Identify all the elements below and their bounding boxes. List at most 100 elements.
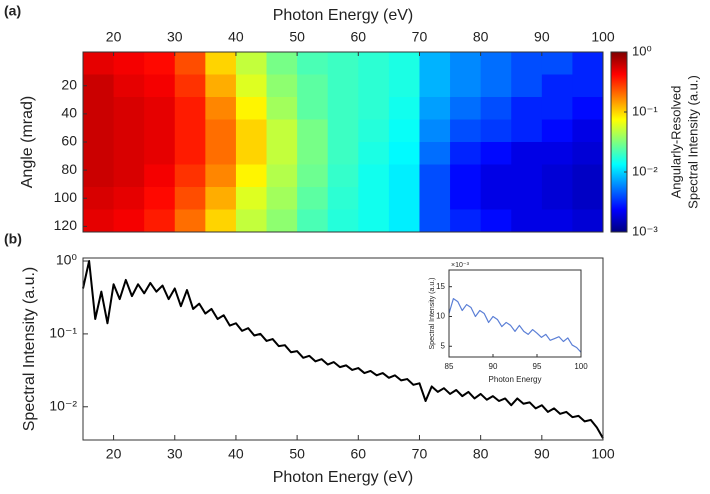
heat-cell [297, 74, 329, 98]
heat-cell [83, 97, 115, 120]
heat-cell [388, 164, 420, 188]
heat-cell [266, 97, 298, 120]
heat-cell [113, 52, 145, 75]
heat-cell [205, 52, 237, 75]
heat-cell [388, 119, 420, 143]
heat-cell [144, 97, 176, 120]
heat-cell [480, 97, 512, 120]
heat-cell [83, 164, 115, 188]
colorbar-tick-label: 10⁻¹ [632, 103, 658, 118]
x-tick-label: 70 [412, 29, 428, 45]
heat-cell [205, 209, 237, 232]
plot-frame [82, 257, 604, 441]
x-tick-label: 80 [473, 446, 489, 462]
y-tick-label: 15 [436, 282, 445, 291]
heat-cell [205, 164, 237, 188]
heat-cell [297, 97, 329, 120]
heat-cell [450, 97, 482, 120]
x-axis-label: Photon Energy (eV) [273, 469, 414, 486]
heat-cell [144, 52, 176, 75]
x-tick-label: 90 [534, 446, 550, 462]
heat-cell [297, 142, 329, 165]
heat-cell [205, 74, 237, 98]
x-tick-label: 20 [106, 446, 122, 462]
heat-cell [450, 119, 482, 143]
heat-cell [358, 187, 390, 210]
heat-cell [541, 209, 573, 232]
heat-cell [113, 97, 145, 120]
heat-cell [480, 74, 512, 98]
heat-cell [83, 119, 115, 143]
heat-cell [541, 142, 573, 165]
heat-cell [83, 52, 115, 75]
heat-cell [144, 74, 176, 98]
heat-cell [358, 97, 390, 120]
heat-cell [144, 187, 176, 210]
heat-cell [511, 74, 543, 98]
colorbar-tick-label: 10⁰ [632, 43, 652, 58]
heat-cell [541, 97, 573, 120]
heat-cell [388, 74, 420, 98]
heat-cell [419, 97, 451, 120]
data-line [82, 260, 604, 439]
heat-cell [235, 209, 268, 232]
heat-cell [541, 74, 573, 98]
x-tick-label: 70 [412, 446, 428, 462]
heat-cell [419, 187, 451, 210]
heat-cell [266, 119, 298, 143]
heat-cell [297, 187, 329, 210]
heat-cell [419, 119, 451, 143]
heat-cell [174, 52, 206, 75]
heat-cell [480, 209, 512, 232]
heat-cell [266, 187, 298, 210]
heat-cell [511, 119, 543, 143]
colorbar-tick-label: 10⁻³ [632, 223, 658, 238]
x-tick-label: 50 [289, 446, 305, 462]
heat-cell [511, 209, 543, 232]
y-multiplier: ×10⁻³ [451, 262, 470, 269]
heat-cell [113, 74, 145, 98]
heat-cell [450, 164, 482, 188]
y-tick-label: 60 [61, 133, 77, 149]
heat-cell [480, 142, 512, 165]
heat-cell [419, 142, 451, 165]
heat-cell [450, 52, 482, 75]
colorbar-label: Spectral Intensity (a.u.) [685, 75, 700, 209]
heat-cell [388, 209, 420, 232]
heat-cell [450, 187, 482, 210]
heat-cell [297, 119, 329, 143]
colorbar [610, 51, 628, 233]
heat-cell [83, 187, 115, 210]
x-tick-label: 20 [106, 29, 122, 45]
x-tick-label: 90 [489, 362, 498, 371]
x-tick-label: 30 [167, 446, 183, 462]
x-tick-label: 60 [351, 29, 367, 45]
heat-cell [419, 52, 451, 75]
heat-cell [327, 164, 359, 188]
heat-cell [144, 119, 176, 143]
heat-cell [358, 142, 390, 165]
heat-cell [174, 164, 206, 188]
heat-cell [235, 52, 268, 75]
heat-cell [541, 164, 573, 188]
heat-cell [419, 209, 451, 232]
heat-cell [205, 119, 237, 143]
heat-cell [235, 74, 268, 98]
colorbar-label: Angularly-Resolved [668, 86, 683, 199]
heat-cell [113, 142, 145, 165]
heat-cell [358, 119, 390, 143]
heat-cell [450, 74, 482, 98]
heat-cell [388, 187, 420, 210]
heat-cell [541, 187, 573, 210]
heat-cell [480, 119, 512, 143]
x-tick-label: 100 [591, 446, 615, 462]
heat-cell [480, 187, 512, 210]
heat-cell [572, 52, 603, 75]
x-tick-label: 60 [351, 446, 367, 462]
x-tick-label: 40 [228, 29, 244, 45]
heat-cell [144, 209, 176, 232]
heat-cell [83, 209, 115, 232]
heat-cell [113, 187, 145, 210]
x-tick-label: 40 [228, 446, 244, 462]
heat-cell [572, 164, 603, 188]
